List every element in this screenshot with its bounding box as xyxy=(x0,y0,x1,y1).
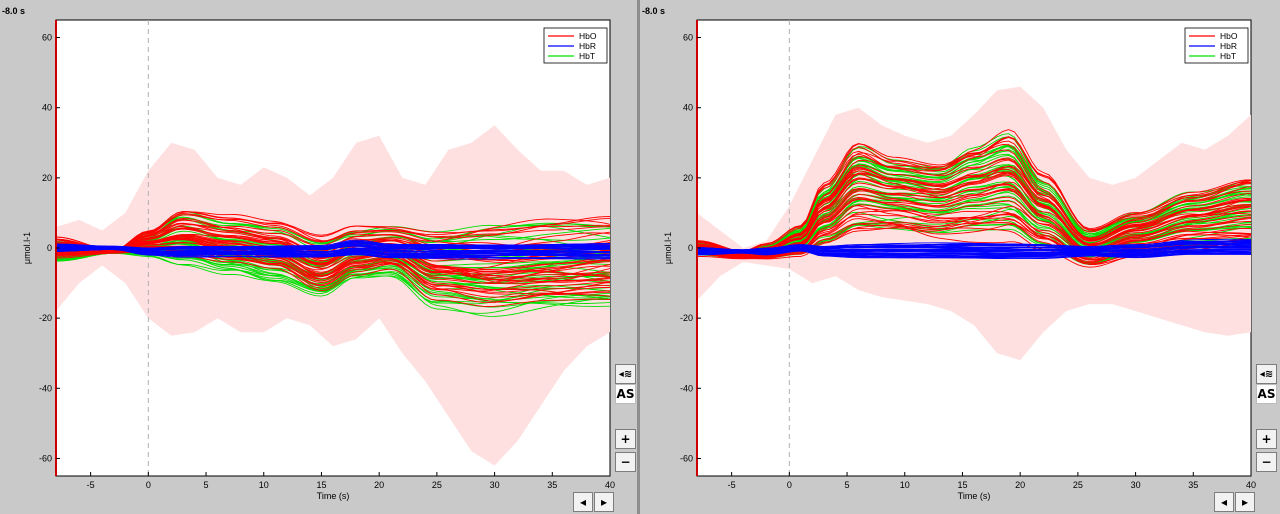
y-tick-label: 40 xyxy=(42,103,52,113)
as-button[interactable]: AS xyxy=(1256,384,1277,404)
series-line-hbt xyxy=(56,252,610,314)
series-line-hbo xyxy=(56,210,610,251)
series-line-hbo xyxy=(697,170,1251,256)
zoom-out-button[interactable]: − xyxy=(615,452,636,472)
series-line-hbr xyxy=(697,248,1251,256)
time-label: -8.0 s xyxy=(642,6,666,16)
zoom-in-button[interactable]: + xyxy=(615,429,636,449)
series-line-hbo xyxy=(56,214,610,251)
legend-label-hbt: HbT xyxy=(579,51,595,61)
series-line-hbr xyxy=(697,244,1251,253)
series-line-hbr xyxy=(697,246,1251,253)
y-tick-label: -60 xyxy=(680,453,693,463)
series-line-hbo xyxy=(697,157,1251,254)
x-tick-label: 10 xyxy=(900,480,910,490)
x-tick-label: 15 xyxy=(957,480,967,490)
x-tick-label: -5 xyxy=(728,480,736,490)
series-line-hbo xyxy=(56,211,610,251)
y-tick-label: 20 xyxy=(683,173,693,183)
hemodynamic-chart-left[interactable]: -60 -40 -20 0 20 40 60 -5 0 5 10 15 20 25 30 35 40 Time (… xyxy=(0,18,638,512)
x-tick-label: 15 xyxy=(316,480,326,490)
y-tick-label: 20 xyxy=(42,173,52,183)
confidence-band xyxy=(56,125,610,466)
zoom-out-button[interactable]: − xyxy=(1256,452,1277,472)
x-tick-label: 40 xyxy=(605,480,615,490)
series-line-hbo xyxy=(697,159,1251,254)
y-tick-label: 0 xyxy=(47,243,52,253)
series-line-hbo xyxy=(697,140,1251,253)
y-tick-label: -20 xyxy=(39,313,52,323)
wave-icon: ◂≋ xyxy=(1259,368,1274,380)
legend-label-hbr: HbR xyxy=(1220,41,1237,51)
series-line-hbo xyxy=(697,136,1251,252)
x-tick-label: 30 xyxy=(490,480,500,490)
x-axis-label: Time (s) xyxy=(958,491,991,501)
y-tick-label: 40 xyxy=(683,103,693,113)
series-line-hbo xyxy=(697,149,1251,254)
x-tick-label: 5 xyxy=(845,480,850,490)
x-tick-label: 25 xyxy=(432,480,442,490)
series-line-hbr xyxy=(697,243,1251,251)
scroll-right-button[interactable]: ▸ xyxy=(594,492,614,512)
y-tick-label: -20 xyxy=(680,313,693,323)
y-tick-label: 60 xyxy=(42,33,52,43)
series-line-hbo xyxy=(56,211,610,251)
series-line-hbo xyxy=(697,166,1251,255)
x-tick-label: 20 xyxy=(1015,480,1025,490)
x-axis-label: Time (s) xyxy=(317,491,350,501)
series-line-hbr xyxy=(56,248,610,257)
series-line-hbt xyxy=(697,175,1251,256)
zoom-in-button[interactable]: + xyxy=(1256,429,1277,449)
legend-label-hbt: HbT xyxy=(1220,51,1236,61)
series-line-hbr xyxy=(56,244,610,250)
series-line-hbr xyxy=(56,248,610,255)
legend-label-hbo: HbO xyxy=(579,31,597,41)
scroll-right-button[interactable]: ▸ xyxy=(1235,492,1255,512)
y-axis-label: μmol.l-1 xyxy=(663,232,673,264)
series-line-hbt xyxy=(697,133,1251,253)
x-tick-label: 40 xyxy=(1246,480,1256,490)
scroll-left-button[interactable]: ◂ xyxy=(573,492,593,512)
y-axis-label: μmol.l-1 xyxy=(22,232,32,264)
series-line-hbo xyxy=(56,245,610,291)
as-button[interactable]: AS xyxy=(615,384,636,404)
x-tick-label: 30 xyxy=(1131,480,1141,490)
y-tick-label: -40 xyxy=(680,383,693,393)
series-line-hbo xyxy=(56,238,610,283)
panel-divider[interactable] xyxy=(637,0,640,514)
x-tick-label: 0 xyxy=(787,480,792,490)
legend-label-hbo: HbO xyxy=(1220,31,1238,41)
x-tick-label: -5 xyxy=(87,480,95,490)
series-line-hbo xyxy=(56,242,610,284)
x-tick-label: 35 xyxy=(1188,480,1198,490)
x-tick-label: 20 xyxy=(374,480,384,490)
hemodynamic-chart-right[interactable]: -60 -40 -20 0 20 40 60 -5 0 5 10 15 20 25 30 35 40 Time (… xyxy=(640,18,1280,512)
y-tick-label: -40 xyxy=(39,383,52,393)
x-tick-label: 10 xyxy=(259,480,269,490)
series-line-hbo xyxy=(697,136,1251,252)
series-line-hbo xyxy=(56,236,610,281)
series-line-hbo xyxy=(56,246,610,295)
wave-toggle-button[interactable]: ◂≋ xyxy=(1256,364,1277,384)
series-line-hbr xyxy=(56,247,610,254)
scroll-left-button[interactable]: ◂ xyxy=(1214,492,1234,512)
y-tick-label: -60 xyxy=(39,453,52,463)
x-tick-label: 0 xyxy=(146,480,151,490)
wave-icon: ◂≋ xyxy=(618,368,633,380)
x-tick-label: 35 xyxy=(547,480,557,490)
wave-toggle-button[interactable]: ◂≋ xyxy=(615,364,636,384)
left-panel: -8.0 s -60 -40 -20 0 20 40 60 -5 0 5 10 15 20 25 30 35 4… xyxy=(0,0,638,514)
x-tick-label: 25 xyxy=(1073,480,1083,490)
y-tick-label: 0 xyxy=(688,243,693,253)
x-tick-label: 5 xyxy=(204,480,209,490)
legend-label-hbr: HbR xyxy=(579,41,596,51)
series-line-hbr xyxy=(697,238,1251,251)
series-line-hbo xyxy=(56,238,610,285)
right-panel: -8.0 s -60 -40 -20 0 20 40 60 -5 0 5 10 15 20 25 30 35 4… xyxy=(640,0,1280,514)
series-line-hbo xyxy=(56,237,610,278)
y-tick-label: 60 xyxy=(683,33,693,43)
time-label: -8.0 s xyxy=(2,6,26,16)
series-line-hbr xyxy=(697,248,1251,255)
series-line-hbr xyxy=(56,248,610,259)
